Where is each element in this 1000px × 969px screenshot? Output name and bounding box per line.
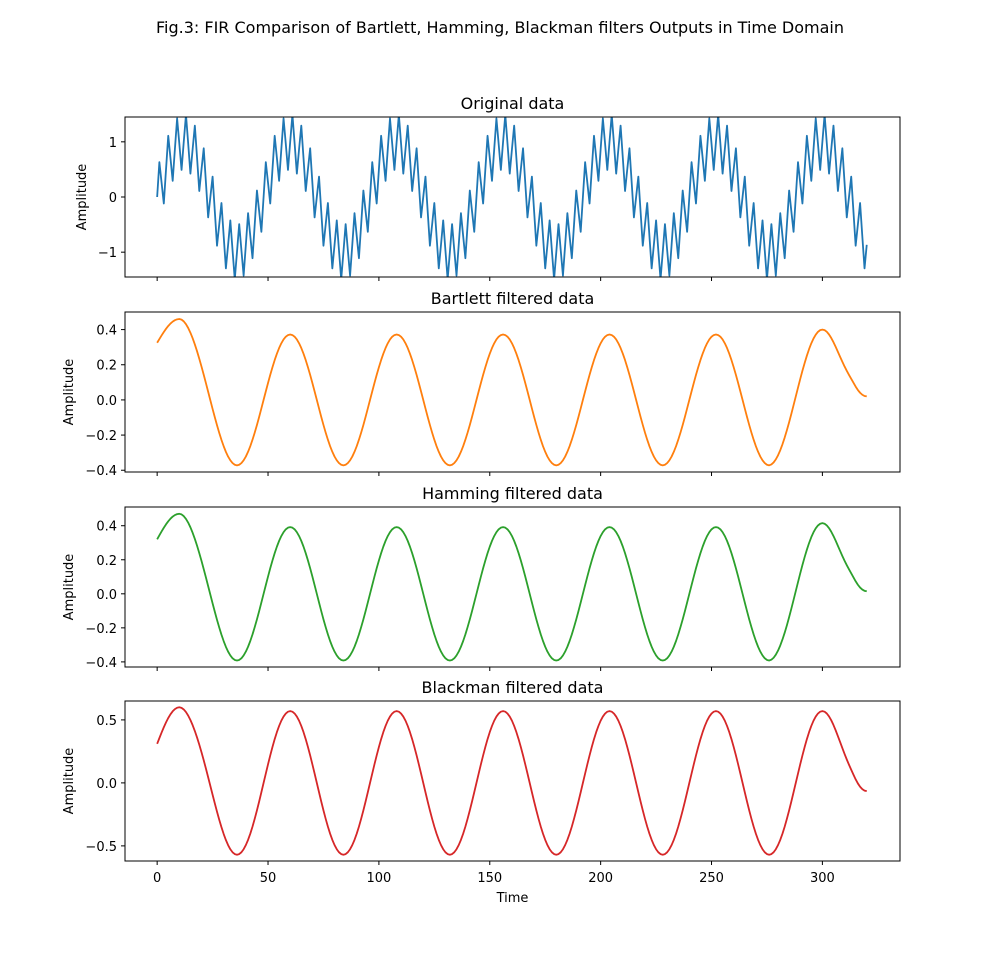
y-tick-label: −0.2 [85, 622, 117, 637]
x-tick-label: 250 [699, 871, 724, 886]
y-tick-label: 0.2 [96, 554, 117, 569]
y-tick-label: −0.5 [85, 840, 117, 855]
x-tick-label: 50 [260, 871, 277, 886]
series-line [156, 512, 867, 662]
chart-panel-1: Original data −1 0 1 Amplitude [75, 94, 901, 281]
panel-title: Original data [461, 94, 565, 113]
y-tick-label: −0.4 [85, 656, 117, 671]
y-axis-label: Amplitude [62, 359, 77, 426]
x-tick-label: 0 [153, 871, 161, 886]
y-tick-label: −0.2 [85, 429, 117, 444]
x-tick-label: 200 [588, 871, 613, 886]
x-tick-label: 300 [810, 871, 835, 886]
y-tick-label: 0.0 [96, 588, 117, 603]
y-tick-label: 1 [109, 136, 117, 151]
axes-frame [124, 700, 901, 862]
panel-title: Bartlett filtered data [431, 289, 595, 308]
series-line [156, 318, 867, 467]
y-tick-label: 0.4 [96, 324, 117, 339]
y-tick-label: −0.4 [85, 464, 117, 479]
y-tick-label: −1 [98, 246, 117, 261]
x-tick-label: 150 [477, 871, 502, 886]
x-tick-label: 100 [366, 871, 391, 886]
panel-title: Blackman filtered data [422, 678, 604, 697]
y-tick-label: 0.2 [96, 359, 117, 374]
y-axis-label: Amplitude [62, 554, 77, 621]
figure-title: Fig.3: FIR Comparison of Bartlett, Hammi… [156, 18, 844, 37]
series-line [156, 706, 867, 856]
x-axis-label: Time [496, 891, 529, 906]
y-axis-label: Amplitude [62, 748, 77, 815]
y-axis-label: Amplitude [75, 164, 90, 231]
chart-panel-3: Hamming filtered data −0.4 −0.2 0.0 0.2 0.4 Am… [62, 484, 901, 671]
y-tick-label: 0 [109, 191, 117, 206]
y-tick-label: 0.0 [96, 394, 117, 409]
chart-panel-4: Blackman filtered data 0 50 100 150 200 250 300… [62, 678, 901, 906]
chart-panel-2: Bartlett filtered data −0.4 −0.2 0.0 0.2 0.4 A… [62, 289, 901, 479]
panel-title: Hamming filtered data [422, 484, 603, 503]
y-tick-label: 0.0 [96, 777, 117, 792]
series-line [156, 117, 868, 277]
y-tick-label: 0.4 [96, 520, 117, 535]
y-tick-label: 0.5 [96, 714, 117, 729]
axes-frame [124, 311, 901, 473]
axes-frame [124, 506, 901, 668]
